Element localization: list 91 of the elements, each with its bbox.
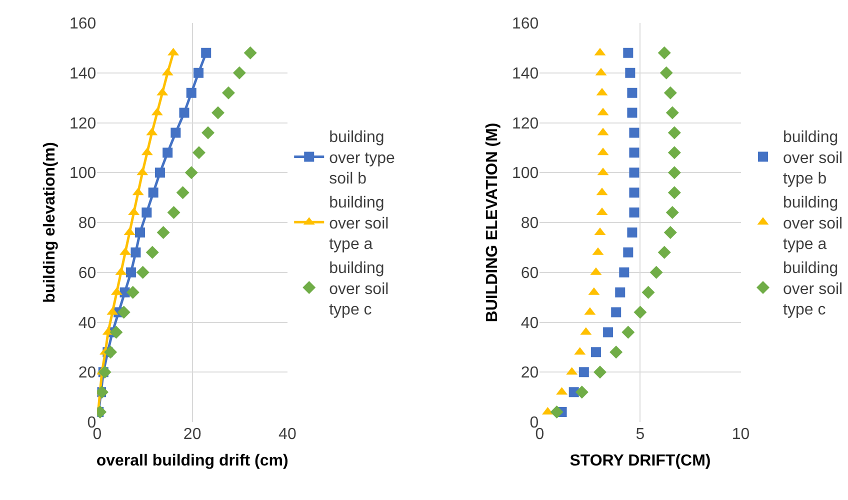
point xyxy=(623,48,634,58)
point xyxy=(98,366,112,379)
y-tick-label: 140 xyxy=(512,65,539,82)
point xyxy=(610,346,623,359)
point xyxy=(167,206,180,220)
point xyxy=(664,86,677,100)
legend-label: building over soil type c xyxy=(783,260,843,319)
y-tick-label: 160 xyxy=(512,16,539,33)
point xyxy=(619,267,630,278)
point xyxy=(658,46,671,60)
point xyxy=(130,247,141,258)
point xyxy=(664,226,677,239)
point xyxy=(578,367,589,378)
point xyxy=(135,227,146,238)
y-tick-label: 120 xyxy=(70,115,96,132)
y-tick-label: 20 xyxy=(520,364,539,382)
point xyxy=(627,88,638,98)
point xyxy=(170,128,181,138)
y-tick-label: 60 xyxy=(520,264,539,282)
y-tick-label: 40 xyxy=(78,314,96,332)
point xyxy=(668,166,681,180)
point xyxy=(629,148,640,158)
x-tick-label: 5 xyxy=(636,426,645,443)
y-tick-label: 120 xyxy=(512,115,539,132)
point xyxy=(658,246,671,259)
point xyxy=(629,188,640,198)
x-tick-label: 10 xyxy=(732,426,750,443)
point xyxy=(194,68,204,78)
point xyxy=(623,247,634,258)
y-tick-label: 100 xyxy=(512,165,539,182)
point xyxy=(104,346,118,359)
x-axis-title: overall building drift (cm) xyxy=(96,452,288,470)
point xyxy=(148,188,158,198)
point xyxy=(668,146,681,160)
point xyxy=(668,126,681,140)
point xyxy=(603,327,614,338)
y-tick-label: 80 xyxy=(520,215,539,232)
point xyxy=(590,347,601,358)
point xyxy=(660,66,673,80)
y-tick-label: 60 xyxy=(78,264,96,282)
point xyxy=(184,166,198,180)
y-tick-label: 100 xyxy=(70,165,96,182)
legend-label: building over soil type c xyxy=(329,260,389,319)
point xyxy=(244,46,257,60)
point xyxy=(611,307,622,318)
point xyxy=(126,286,140,299)
point xyxy=(629,168,640,178)
point xyxy=(146,246,159,259)
point xyxy=(629,208,640,218)
point xyxy=(202,126,215,140)
point xyxy=(176,186,190,200)
point xyxy=(627,108,638,118)
point xyxy=(627,227,638,238)
point xyxy=(192,146,206,160)
point xyxy=(154,168,165,178)
point xyxy=(642,286,655,299)
point xyxy=(232,66,246,80)
x-tick-label: 20 xyxy=(183,426,202,443)
point xyxy=(156,226,170,239)
x-tick-label: 40 xyxy=(278,426,296,443)
point xyxy=(666,106,679,120)
point xyxy=(622,326,635,339)
y-axis-title: BUILDING ELEVATION (M) xyxy=(484,122,501,322)
y-tick-label: 20 xyxy=(78,364,96,382)
point xyxy=(634,306,647,319)
point xyxy=(186,88,196,98)
y-tick-label: 160 xyxy=(70,16,96,33)
point xyxy=(136,266,150,279)
point xyxy=(222,86,235,100)
point xyxy=(212,106,224,120)
y-axis-title: building elevation(m) xyxy=(41,142,58,303)
point xyxy=(179,108,190,118)
point xyxy=(629,128,640,138)
point xyxy=(162,148,173,158)
point xyxy=(668,186,681,200)
point xyxy=(110,326,123,339)
point xyxy=(594,366,607,379)
point xyxy=(625,68,636,78)
point xyxy=(201,48,212,58)
point xyxy=(650,266,663,279)
point xyxy=(550,406,564,419)
y-tick-label: 140 xyxy=(70,65,96,82)
x-axis-title: STORY DRIFT(CM) xyxy=(570,452,711,470)
point xyxy=(615,287,626,298)
point xyxy=(142,208,152,218)
point xyxy=(575,386,588,399)
point xyxy=(126,267,136,278)
point xyxy=(666,206,679,220)
y-tick-label: 40 xyxy=(520,314,539,332)
point xyxy=(117,306,130,319)
y-tick-label: 80 xyxy=(78,215,96,232)
